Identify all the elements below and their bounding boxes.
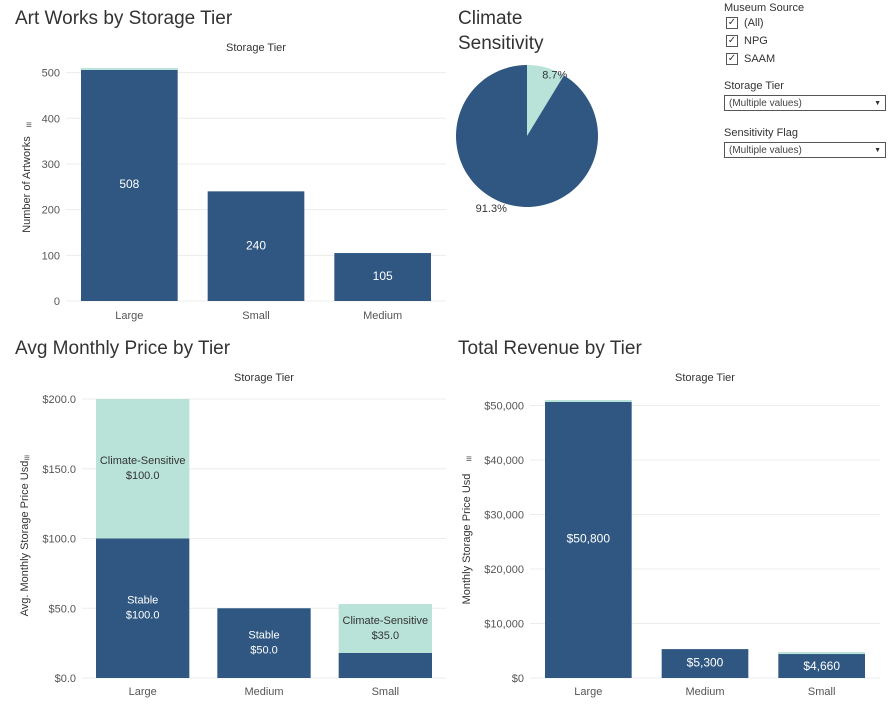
y-axis-label: Avg. Monthly Storage Price Usd <box>19 461 31 617</box>
bar <box>545 401 632 678</box>
y-tick-label: $200.0 <box>42 394 76 406</box>
bar <box>778 652 865 678</box>
y-tick-label: $30,000 <box>484 509 524 521</box>
artworks-bar-chart[interactable]: Storage Tier 0 100 200 300 400 500 Number of Ar… <box>0 36 450 326</box>
sensitivity-chart-title: Climate Sensitivity <box>458 8 544 54</box>
sensitivity-flag-dropdown[interactable]: (Multiple values) ▼ <box>724 142 886 158</box>
y-tick-label: $50.0 <box>48 603 76 615</box>
data-label: $100.0 <box>126 470 160 482</box>
x-category-label: Small <box>242 310 270 322</box>
storage-tier-filter-title: Storage Tier <box>724 80 784 92</box>
x-category-label: Large <box>574 686 602 698</box>
storage-tier-dropdown[interactable]: (Multiple values) ▼ <box>724 95 886 111</box>
y-tick-label: 200 <box>42 205 60 217</box>
filter-panel: Museum Source ✓ (All) ✓ NPG ✓ SAAM Stora… <box>724 0 888 158</box>
y-axis-label: Monthly Storage Price Usd <box>461 474 473 605</box>
y-tick-label: $100.0 <box>42 534 76 546</box>
museum-source-option-all[interactable]: ✓ (All) <box>724 14 888 32</box>
artworks-chart-title: Art Works by Storage Tier <box>15 8 233 29</box>
bar-segment <box>338 604 432 653</box>
y-tick-label: 300 <box>42 159 60 171</box>
y-tick-label: 100 <box>42 250 60 262</box>
bar <box>661 649 749 678</box>
data-label: 240 <box>246 238 266 252</box>
bar-top-segment <box>545 400 632 402</box>
data-label: 105 <box>373 269 393 283</box>
column-header: Storage Tier <box>226 42 286 54</box>
avgprice-bar-chart[interactable]: Storage Tier $0.0 $50.0 $100.0 $150.0 $200.0 A… <box>0 365 450 706</box>
bar-segment <box>217 608 311 678</box>
column-header: Storage Tier <box>234 372 294 384</box>
museum-source-filter-title: Museum Source <box>724 2 805 14</box>
bar-segment <box>338 652 432 678</box>
x-category-label: Small <box>808 686 836 698</box>
data-label: $50.0 <box>250 645 278 657</box>
y-tick-label: 0 <box>54 296 60 308</box>
museum-source-option-label: NPG <box>744 35 768 47</box>
bar-segment <box>96 538 190 678</box>
bar-segment <box>96 399 190 539</box>
museum-source-option-label: (All) <box>744 17 764 29</box>
museum-source-option-npg[interactable]: ✓ NPG <box>724 32 888 50</box>
column-header: Storage Tier <box>675 372 735 384</box>
y-tick-label: $20,000 <box>484 564 524 576</box>
y-tick-label: $0 <box>512 673 524 685</box>
x-category-label: Medium <box>685 686 724 698</box>
pie-slice <box>456 64 598 207</box>
data-label: $5,300 <box>687 656 724 670</box>
y-axis-label: Number of Artworks <box>21 136 33 233</box>
pie-slice-label: 91.3% <box>476 203 507 215</box>
y-tick-label: $10,000 <box>484 618 524 630</box>
pie-slice-label: 8.7% <box>542 69 567 81</box>
sensitivity-flag-dropdown-value: (Multiple values) <box>729 144 802 156</box>
storage-tier-dropdown-value: (Multiple values) <box>729 97 802 109</box>
storage-tier-filter: Storage Tier (Multiple values) ▼ <box>724 80 888 111</box>
bar <box>81 68 178 301</box>
data-label: Climate-Sensitive <box>100 455 186 467</box>
data-label: Stable <box>127 595 158 607</box>
y-tick-label: $40,000 <box>484 455 524 467</box>
data-label: 508 <box>119 177 139 191</box>
sensitivity-flag-filter-title: Sensitivity Flag <box>724 127 798 139</box>
x-category-label: Large <box>115 310 143 322</box>
data-label: Climate-Sensitive <box>343 615 429 627</box>
pie-slice <box>527 65 564 136</box>
museum-source-option-label: SAAM <box>744 53 776 65</box>
revenue-bar-chart[interactable]: Storage Tier $0 $10,000 $20,000 $30,000 $40,0… <box>450 365 894 706</box>
sort-icon: ≡ <box>466 454 472 465</box>
y-tick-label: 500 <box>42 68 60 80</box>
checkbox-checked-icon[interactable]: ✓ <box>726 53 738 65</box>
bar-top-segment <box>778 652 865 655</box>
data-label: $100.0 <box>126 610 160 622</box>
x-category-label: Medium <box>244 686 283 698</box>
sensitivity-pie-chart[interactable]: 8.7% 91.3% <box>450 55 610 220</box>
data-label: $50,800 <box>567 532 611 546</box>
bar <box>207 191 305 301</box>
x-category-label: Medium <box>363 310 402 322</box>
sort-icon: ≡ <box>26 120 32 131</box>
y-tick-label: $50,000 <box>484 400 524 412</box>
y-tick-label: $0.0 <box>55 673 76 685</box>
x-category-label: Large <box>129 686 157 698</box>
bar-top-segment <box>81 68 178 70</box>
y-tick-label: $150.0 <box>42 464 76 476</box>
data-label: Stable <box>248 630 279 642</box>
x-category-label: Small <box>372 686 400 698</box>
avgprice-chart-title: Avg Monthly Price by Tier <box>15 338 231 359</box>
chevron-down-icon[interactable]: ▼ <box>874 99 881 107</box>
bar <box>334 253 431 301</box>
sort-icon: ≡ <box>24 453 30 464</box>
museum-source-filter: Museum Source ✓ (All) ✓ NPG ✓ SAAM <box>724 2 888 68</box>
data-label: $4,660 <box>803 659 840 673</box>
sensitivity-flag-filter: Sensitivity Flag (Multiple values) ▼ <box>724 127 888 158</box>
revenue-chart-title: Total Revenue by Tier <box>458 338 642 359</box>
checkbox-checked-icon[interactable]: ✓ <box>726 17 738 29</box>
y-tick-label: 400 <box>42 113 60 125</box>
checkbox-checked-icon[interactable]: ✓ <box>726 35 738 47</box>
chevron-down-icon[interactable]: ▼ <box>874 146 881 154</box>
data-label: $35.0 <box>372 630 400 642</box>
museum-source-option-saam[interactable]: ✓ SAAM <box>724 50 888 68</box>
